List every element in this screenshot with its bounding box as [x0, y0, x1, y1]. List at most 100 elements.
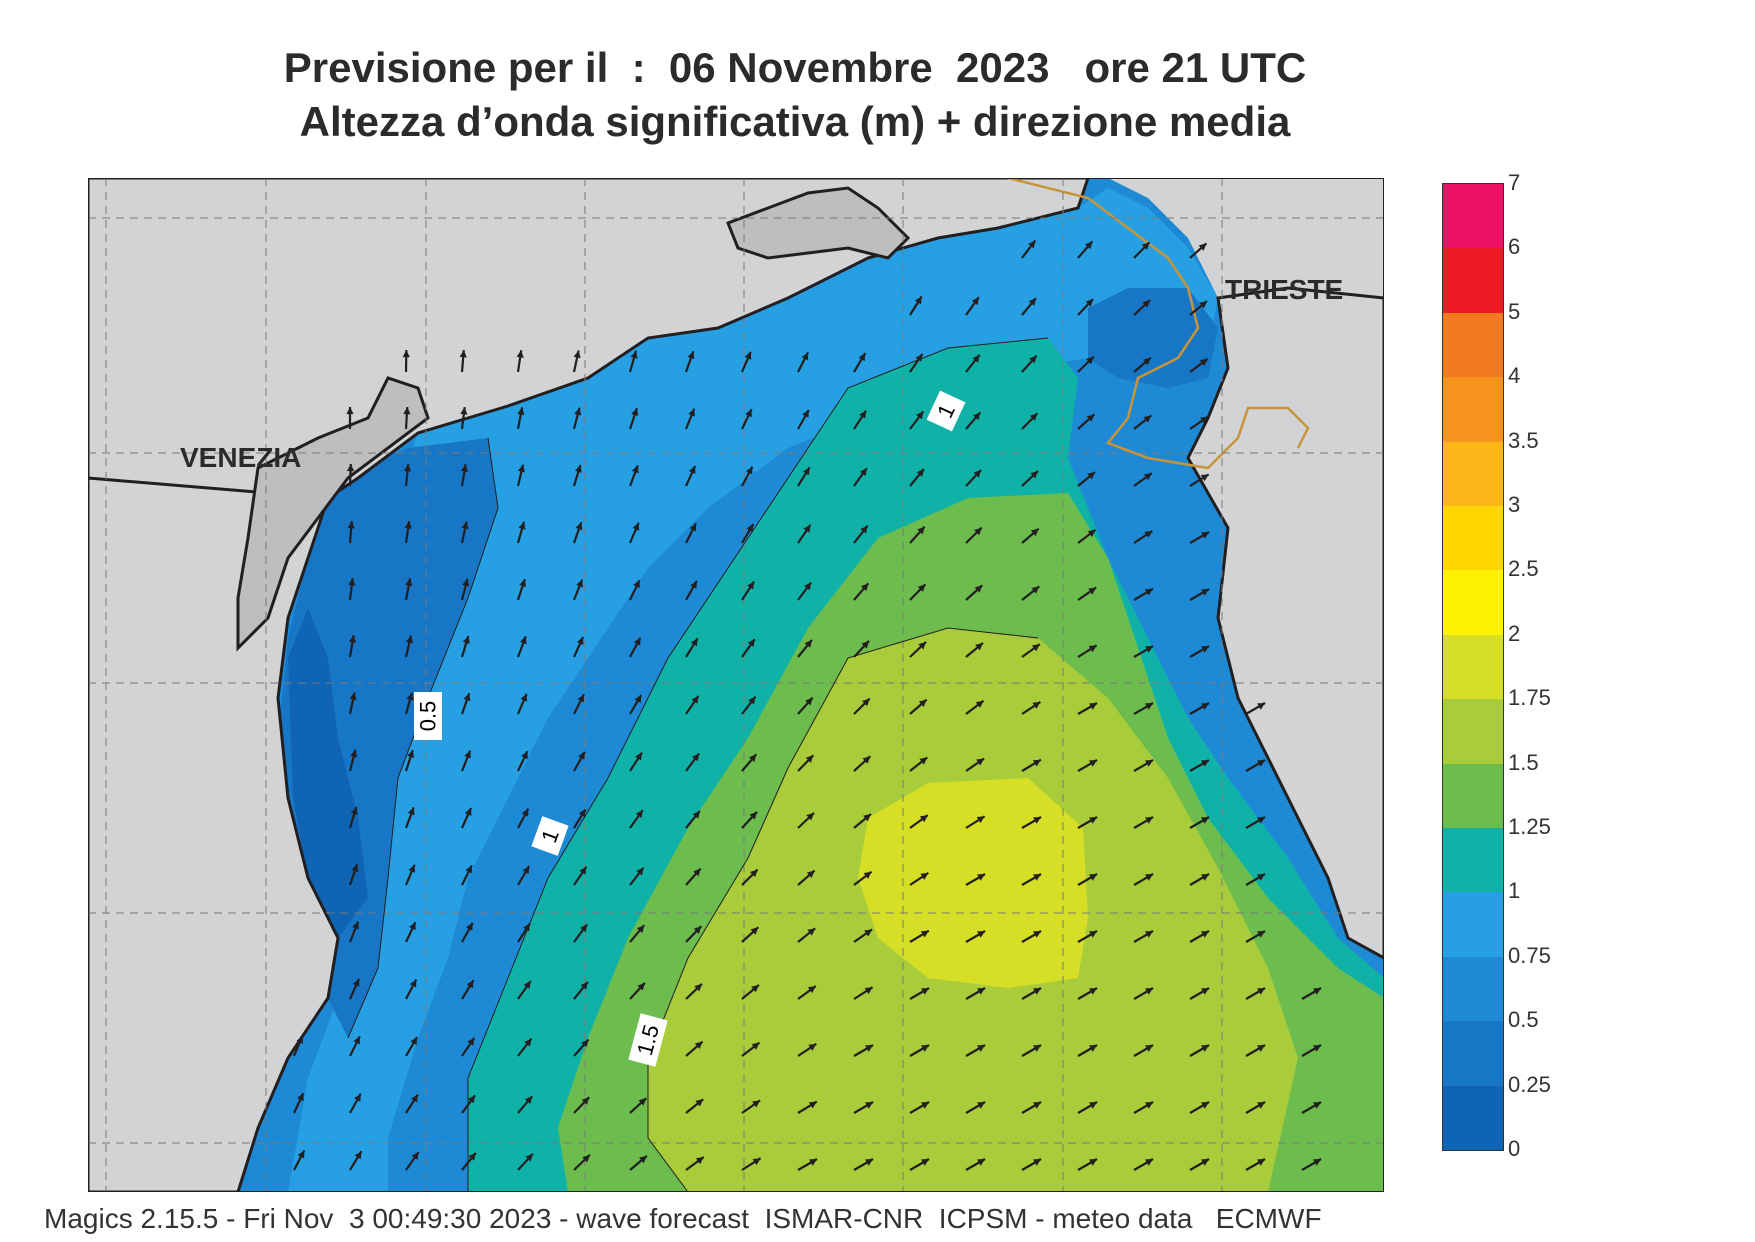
direction-arrowhead	[804, 639, 812, 648]
direction-arrowhead	[1089, 817, 1098, 824]
direction-arrowhead	[977, 1045, 986, 1052]
direction-arrowhead	[411, 1152, 419, 1160]
colorbar-tick-label: 6	[1508, 234, 1521, 260]
direction-arrowhead	[524, 1096, 533, 1104]
direction-arrowhead	[745, 466, 753, 475]
direction-arrowhead	[801, 352, 809, 361]
direction-arrowhead	[973, 469, 982, 478]
direction-arrowhead	[523, 981, 531, 989]
direction-arrowhead	[1143, 415, 1152, 423]
direction-arrowhead	[1313, 1102, 1322, 1109]
direction-arrowhead	[578, 751, 585, 760]
direction-arrowhead	[1029, 355, 1037, 364]
direction-arrowhead	[808, 1043, 817, 1051]
direction-arrowhead	[1087, 529, 1096, 537]
direction-arrowhead	[1144, 530, 1153, 538]
direction-arrowhead	[1031, 586, 1040, 594]
direction-arrowhead	[1199, 301, 1208, 309]
direction-arrowhead	[579, 924, 588, 933]
direction-arrowhead	[1257, 874, 1266, 881]
direction-arrowhead	[580, 981, 588, 990]
direction-arrowhead	[574, 407, 582, 416]
direction-arrowhead	[522, 866, 530, 875]
direction-arrowhead	[1201, 703, 1210, 710]
direction-arrowhead	[636, 925, 645, 934]
colorbar-swatch	[1443, 248, 1503, 313]
direction-arrowhead	[695, 1099, 704, 1107]
direction-arrowhead	[865, 1045, 874, 1052]
direction-arrowhead	[459, 350, 467, 358]
direction-arrowhead	[917, 526, 925, 535]
direction-arrowhead	[351, 864, 359, 873]
direction-arrowhead	[917, 584, 926, 592]
direction-arrowhead	[631, 408, 639, 417]
direction-arrowhead	[806, 870, 815, 878]
land-east-coast	[1186, 286, 1384, 960]
direction-arrowhead	[806, 812, 814, 821]
direction-arrowhead	[637, 982, 645, 991]
direction-arrowhead	[1313, 1045, 1322, 1052]
direction-arrowhead	[1031, 644, 1040, 652]
direction-arrowhead	[350, 806, 358, 815]
colorbar-tick-label: 5	[1508, 298, 1521, 324]
direction-arrowhead	[521, 808, 529, 817]
direction-arrowhead	[1257, 760, 1266, 767]
direction-arrowhead	[802, 409, 809, 418]
direction-arrowhead	[1087, 472, 1096, 480]
direction-arrowhead	[1145, 1102, 1154, 1109]
direction-arrowhead	[519, 636, 527, 645]
direction-arrowhead	[1198, 243, 1207, 251]
direction-arrowhead	[463, 693, 471, 702]
direction-arrowhead	[745, 409, 752, 418]
direction-arrowhead	[1141, 242, 1150, 250]
wave-direction-arrows	[292, 239, 1322, 1171]
direction-arrowhead	[858, 353, 866, 362]
wave-band-0-25	[288, 608, 368, 938]
direction-arrowhead	[1257, 1045, 1266, 1052]
direction-arrowhead	[1201, 1102, 1210, 1109]
colorbar-swatch	[1443, 1085, 1503, 1150]
colorbar-tick-label: 2	[1508, 620, 1521, 646]
direction-arrowhead	[809, 1159, 818, 1166]
direction-arrowhead	[1033, 817, 1042, 824]
direction-arrowhead	[1033, 874, 1042, 881]
direction-arrowhead	[751, 984, 759, 993]
direction-arrowhead	[581, 1097, 590, 1105]
direction-arrowhead	[1257, 988, 1266, 995]
direction-arrowhead	[914, 296, 922, 305]
direction-arrowhead	[919, 815, 928, 823]
direction-arrowhead	[402, 350, 410, 358]
direction-arrowhead	[574, 464, 582, 473]
colorbar-tick-label: 1	[1508, 878, 1521, 904]
direction-arrowhead	[1033, 1102, 1042, 1109]
direction-arrowhead	[692, 810, 700, 819]
direction-arrowhead	[349, 692, 357, 701]
direction-arrowhead	[752, 1158, 761, 1166]
map-title-line1: Previsione per il : 06 Novembre 2023 ore…	[283, 44, 1307, 91]
direction-arrowhead	[863, 871, 872, 879]
direction-arrowhead	[516, 350, 524, 358]
direction-arrowhead	[576, 636, 584, 645]
direction-arrowhead	[346, 464, 355, 472]
direction-arrowhead	[578, 809, 586, 818]
direction-arrowhead	[517, 407, 525, 416]
direction-arrowhead	[1089, 703, 1098, 710]
direction-arrowhead	[464, 807, 472, 816]
direction-arrowhead	[1142, 357, 1151, 366]
direction-arrowhead	[1257, 817, 1266, 824]
colorbar-tick-label: 0.5	[1508, 1007, 1539, 1033]
direction-arrowhead	[802, 467, 810, 476]
direction-arrowhead	[975, 643, 983, 651]
direction-arrowhead	[638, 1098, 647, 1106]
direction-arrowhead	[921, 988, 930, 995]
direction-arrowhead	[1089, 1045, 1098, 1052]
direction-arrowhead	[748, 696, 756, 705]
direction-arrowhead	[1030, 528, 1039, 537]
direction-arrowhead	[464, 750, 471, 759]
colorbar-swatch	[1443, 570, 1503, 635]
direction-arrowhead	[974, 585, 983, 593]
direction-arrowhead	[749, 811, 757, 820]
colorbar-swatch	[1443, 1021, 1503, 1086]
direction-arrowhead	[1201, 646, 1210, 653]
direction-arrowhead	[1145, 1159, 1154, 1166]
